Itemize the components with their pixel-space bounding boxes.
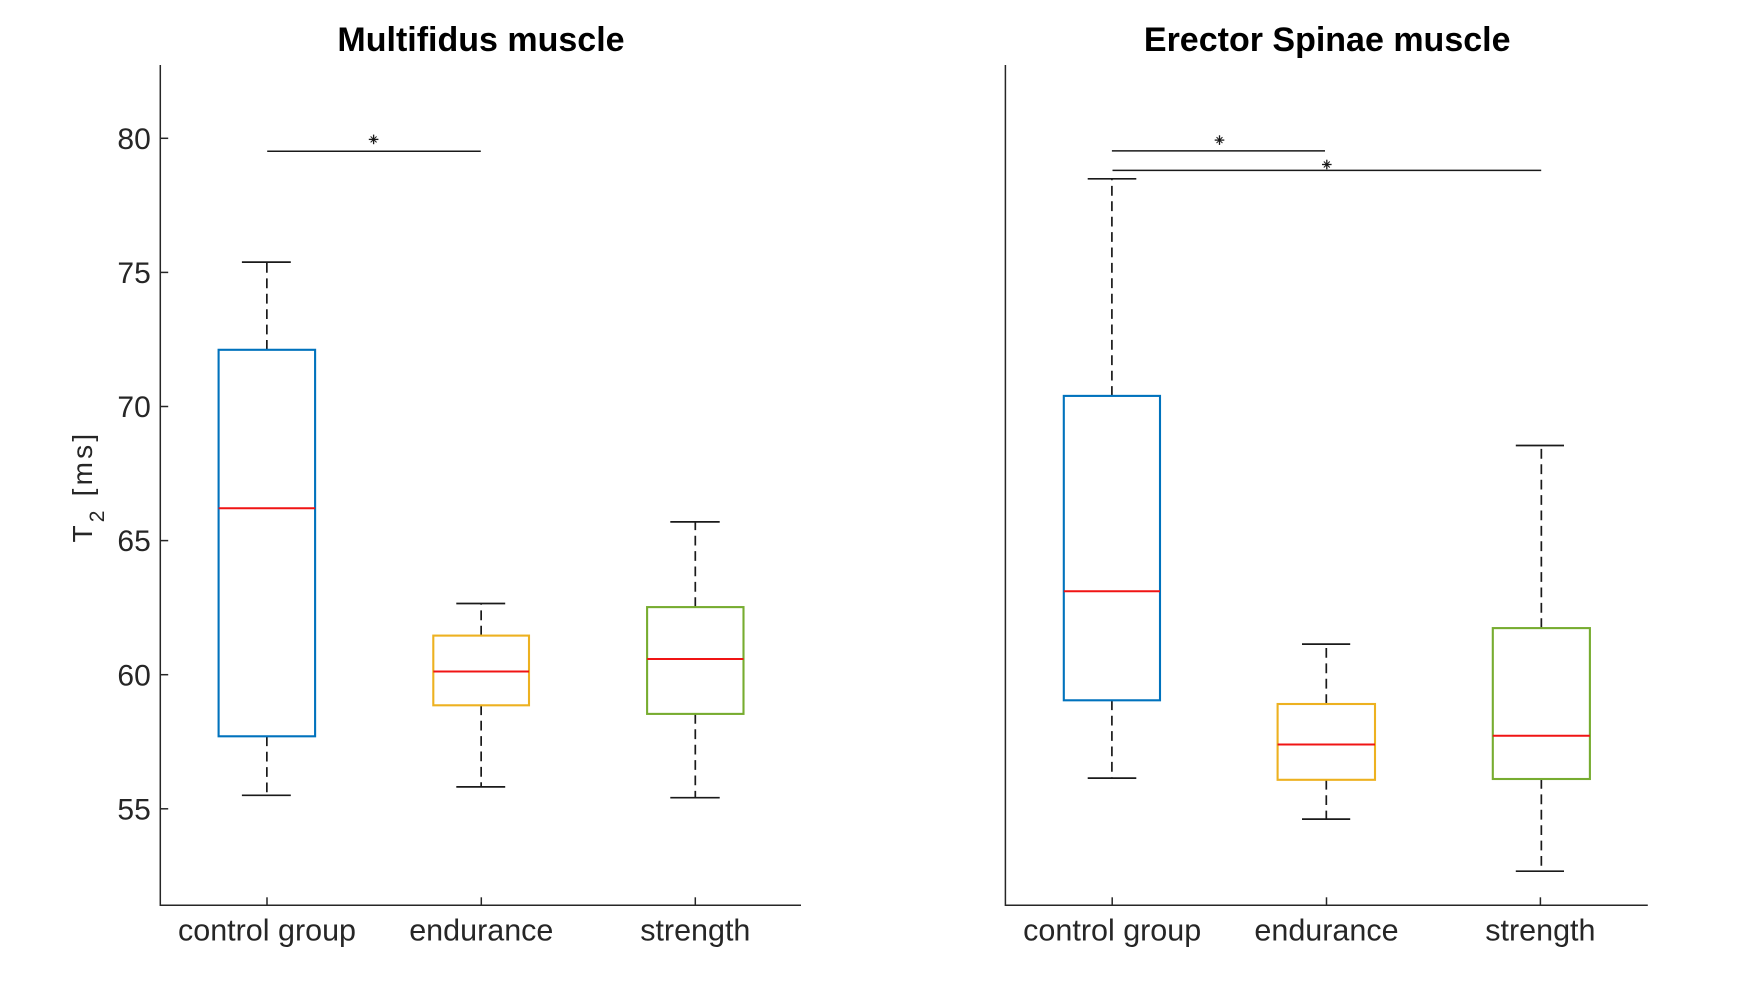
svg-text:control group: control group	[1023, 914, 1201, 948]
svg-text:endurance: endurance	[409, 914, 553, 948]
svg-text:endurance: endurance	[1254, 914, 1398, 948]
svg-text:80: 80	[117, 123, 150, 156]
svg-text:65: 65	[117, 525, 150, 558]
svg-text:Erector Spinae muscle: Erector Spinae muscle	[1144, 21, 1511, 59]
svg-text:60: 60	[117, 659, 150, 692]
svg-text:55: 55	[117, 793, 150, 826]
svg-text:strength: strength	[1485, 914, 1595, 948]
svg-text:control group: control group	[178, 914, 356, 948]
svg-text:Multifidus muscle: Multifidus muscle	[337, 21, 624, 59]
svg-text:70: 70	[117, 391, 150, 424]
svg-text:strength: strength	[640, 914, 750, 948]
svg-text:75: 75	[117, 257, 150, 290]
